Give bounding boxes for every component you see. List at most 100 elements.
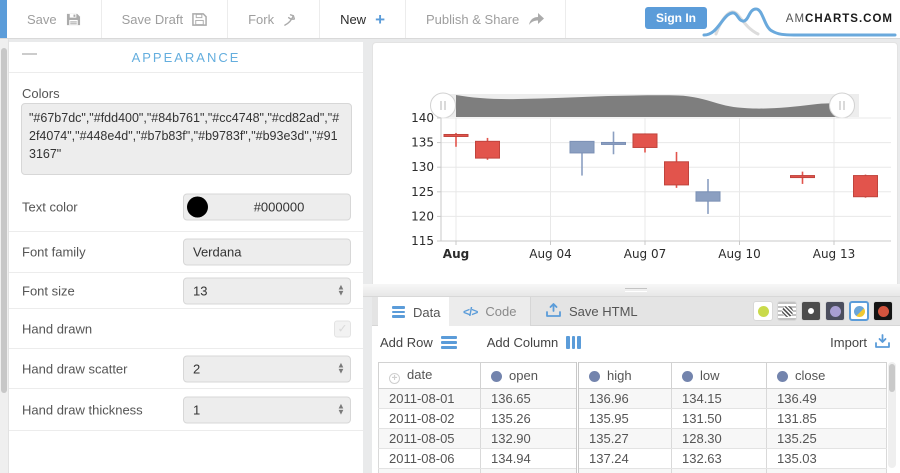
table-scrollbar-thumb[interactable]	[889, 364, 895, 392]
table-cell[interactable]: 136.65	[480, 388, 579, 409]
tab-code[interactable]: </> Code	[449, 297, 532, 326]
table-cell[interactable]: 136.76	[480, 468, 579, 473]
table-cell[interactable]: 135.03	[766, 448, 887, 469]
font-size-field[interactable]: ▲▼	[183, 277, 351, 304]
publish-share-button[interactable]: Publish & Share	[406, 0, 567, 38]
table-cell[interactable]: 134.94	[480, 448, 579, 469]
text-color-input[interactable]	[208, 199, 350, 215]
hand-draw-thickness-input[interactable]	[184, 402, 332, 417]
appearance-panel: — APPEARANCE Colors "#67b7dc","#fdd400",…	[9, 42, 363, 473]
add-column-button[interactable]: Add Column	[487, 335, 581, 350]
hand-drawn-checkbox[interactable]: ✓	[334, 320, 351, 337]
zoom-navigator[interactable]	[430, 92, 860, 119]
font-size-input[interactable]	[184, 283, 332, 298]
new-button-label: New	[340, 11, 367, 27]
candle-body[interactable]	[790, 175, 815, 179]
save-button[interactable]: Save	[7, 0, 102, 38]
panel-splitter[interactable]	[363, 284, 900, 297]
table-cell[interactable]: 2011-08-05	[378, 428, 481, 449]
color-swatch-icon[interactable]	[187, 196, 208, 218]
table-cell[interactable]: 132.90	[480, 428, 579, 449]
colors-label: Colors	[22, 86, 60, 101]
candle-body[interactable]	[853, 175, 878, 198]
splitter-grip-icon[interactable]	[625, 288, 647, 292]
theme-circle-icon	[781, 305, 793, 317]
table-cell[interactable]: 135.26	[480, 408, 579, 429]
table-cell[interactable]: 136.96	[577, 388, 672, 409]
table-cell[interactable]: 131.50	[671, 408, 767, 429]
new-button[interactable]: New +	[320, 0, 407, 38]
tab-data-label: Data	[413, 304, 441, 320]
theme-light-swatch[interactable]	[753, 301, 773, 321]
column-header-open[interactable]: open	[480, 362, 579, 389]
hand-draw-thickness-field[interactable]: ▲▼	[183, 396, 351, 423]
y-axis-label: 125	[411, 185, 434, 199]
stepper-arrows-icon[interactable]: ▲ ▼	[337, 401, 345, 417]
candle-body[interactable]	[695, 191, 721, 202]
amcharts-logo[interactable]: AMCHARTS.COM	[702, 1, 897, 38]
candle-body[interactable]	[632, 133, 658, 148]
candle-body[interactable]	[475, 140, 500, 159]
table-cell[interactable]: 134.01	[766, 468, 887, 473]
theme-circle-icon	[808, 308, 814, 314]
hand-draw-scatter-field[interactable]: ▲▼	[183, 355, 351, 382]
save-html-button[interactable]: Save HTML	[532, 297, 652, 326]
column-header-date[interactable]: + date	[378, 362, 481, 389]
theme-default-swatch[interactable]	[849, 301, 869, 321]
table-cell[interactable]: 2011-08-01	[378, 388, 481, 409]
table-cell[interactable]: 128.30	[671, 428, 767, 449]
candle-body[interactable]	[443, 133, 469, 137]
table-cell[interactable]: 2011-08-06	[378, 448, 481, 469]
table-cell[interactable]: 131.85	[766, 408, 887, 429]
hand-draw-scatter-input[interactable]	[184, 361, 332, 376]
column-header-close[interactable]: close	[766, 362, 887, 389]
table-cell[interactable]: 132.99	[671, 468, 767, 473]
column-header-high[interactable]: high	[577, 362, 672, 389]
candle-body[interactable]	[569, 140, 595, 154]
publish-share-button-label: Publish & Share	[426, 11, 520, 27]
table-cell[interactable]: 2011-08-02	[378, 408, 481, 429]
x-axis-label: Aug	[443, 247, 469, 261]
font-family-input[interactable]	[184, 244, 350, 260]
table-cell[interactable]: 136.49	[766, 388, 887, 409]
tab-data[interactable]: Data	[378, 297, 456, 327]
column-header-low[interactable]: low	[671, 362, 767, 389]
table-cell[interactable]: 135.25	[766, 428, 887, 449]
table-toolbar: Add Row Add Column Import	[372, 326, 900, 358]
add-row-button[interactable]: Add Row	[380, 334, 457, 351]
navigator-left-handle[interactable]	[430, 92, 456, 119]
save-draft-button[interactable]: Save Draft	[102, 0, 229, 38]
font-family-field[interactable]	[183, 238, 351, 266]
text-color-field[interactable]	[183, 193, 351, 221]
add-row-icon	[440, 334, 457, 351]
import-button[interactable]: Import	[830, 333, 890, 351]
fork-button[interactable]: Fork	[228, 0, 321, 38]
table-cell[interactable]: 135.95	[577, 408, 672, 429]
theme-pattern-swatch[interactable]	[777, 301, 797, 321]
table-cell[interactable]: 136.86	[577, 468, 672, 473]
collapse-panel-icon[interactable]: —	[22, 45, 37, 62]
candle-body[interactable]	[601, 141, 626, 145]
theme-black-swatch[interactable]	[873, 301, 893, 321]
theme-dark-swatch[interactable]	[801, 301, 821, 321]
table-scrollbar[interactable]	[888, 362, 896, 468]
panel-scrollbar-thumb[interactable]	[1, 48, 7, 393]
y-axis-label: 140	[411, 111, 434, 125]
navigator-right-handle[interactable]	[829, 92, 855, 119]
table-cell[interactable]: 137.24	[577, 448, 672, 469]
panel-scrollbar[interactable]	[0, 39, 9, 473]
tab-code-label: Code	[485, 304, 517, 319]
table-cell[interactable]: 2011-08-07	[378, 468, 481, 473]
table-cell[interactable]: 134.15	[671, 388, 767, 409]
colors-input[interactable]: "#67b7dc","#fdd400","#84b761","#cc4748",…	[21, 103, 352, 175]
table-cell[interactable]: 132.63	[671, 448, 767, 469]
sign-in-button[interactable]: Sign In	[645, 7, 707, 29]
stepper-arrows-icon[interactable]: ▲ ▼	[337, 282, 345, 298]
candle-body[interactable]	[664, 161, 689, 186]
hand-draw-scatter-label: Hand draw scatter	[22, 361, 128, 376]
fork-button-label: Fork	[248, 11, 275, 27]
theme-chalk-swatch[interactable]	[825, 301, 845, 321]
series-dot-icon	[589, 370, 600, 382]
table-cell[interactable]: 135.27	[577, 428, 672, 449]
stepper-arrows-icon[interactable]: ▲ ▼	[337, 360, 345, 376]
